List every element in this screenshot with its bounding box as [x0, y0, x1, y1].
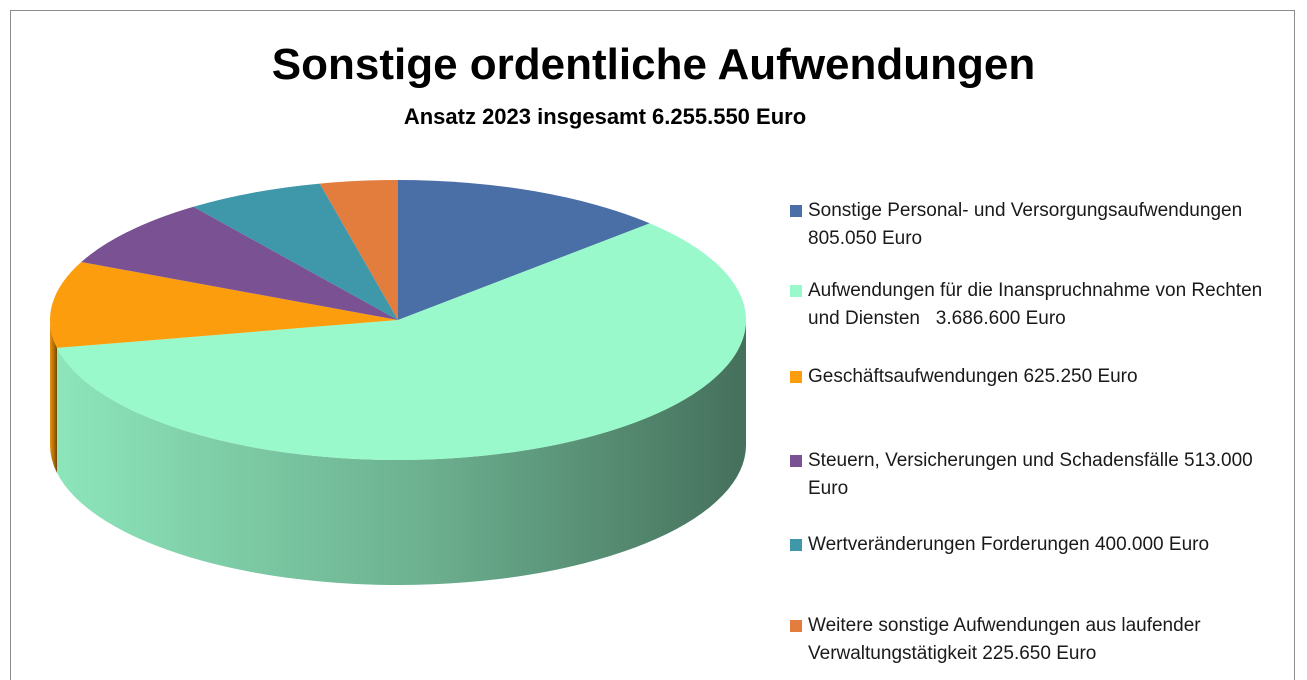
chart-subtitle: Ansatz 2023 insgesamt 6.255.550 Euro [403, 104, 807, 129]
legend-label: Weitere sonstige Aufwendungen aus laufen… [808, 615, 1206, 664]
slice-side-shade [56, 320, 747, 586]
legend-item: Sonstige Personal- und Versorgungsaufwen… [790, 197, 1285, 253]
slice [56, 223, 746, 460]
legend-item: Weitere sonstige Aufwendungen aus laufen… [790, 612, 1285, 668]
legend-swatch [790, 205, 802, 217]
legend-item: Aufwendungen für die Inanspruchnahme von… [790, 277, 1285, 333]
legend-label: Wertveränderungen Forderungen 400.000 Eu… [808, 534, 1210, 555]
legend-swatch [790, 455, 802, 467]
legend-label: Aufwendungen für die Inanspruchnahme von… [808, 280, 1268, 329]
chart-title: Sonstige ordentliche Aufwendungen [271, 40, 1036, 89]
slice [193, 183, 398, 320]
legend-swatch [790, 539, 802, 551]
slice [398, 180, 650, 320]
legend-label: Sonstige Personal- und Versorgungsaufwen… [808, 200, 1248, 249]
legend-label: Geschäftsaufwendungen 625.250 Euro [808, 366, 1138, 387]
slice-side-shade [50, 320, 57, 473]
legend-label: Steuern, Versicherungen und Schadensfäll… [808, 450, 1258, 499]
slice [81, 206, 398, 320]
legend-swatch [790, 371, 802, 383]
chart-frame [10, 10, 1295, 680]
legend-item: Wertveränderungen Forderungen 400.000 Eu… [790, 531, 1285, 559]
legend-item: Geschäftsaufwendungen 625.250 Euro [790, 363, 1285, 391]
legend-item: Steuern, Versicherungen und Schadensfäll… [790, 447, 1285, 503]
legend-swatch [790, 620, 802, 632]
slice [49, 262, 399, 348]
legend-swatch [790, 285, 802, 297]
slice [319, 180, 398, 320]
